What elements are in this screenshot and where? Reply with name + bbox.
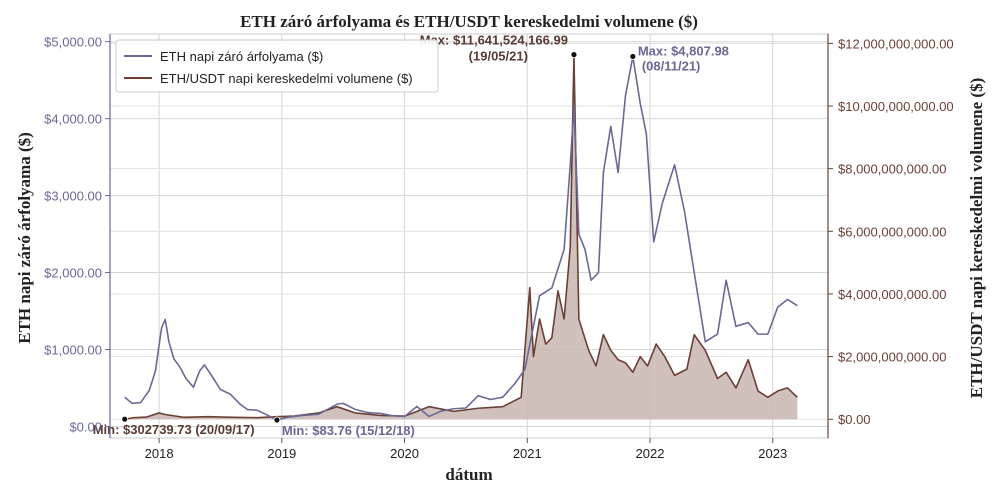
annotation-price-max-date: (08/11/21) xyxy=(642,58,701,73)
volume-area-fill xyxy=(124,54,798,420)
left-tick-label: $1,000.00 xyxy=(44,343,102,358)
left-tick-label: $5,000.00 xyxy=(44,35,102,50)
extrema-markers xyxy=(121,51,637,424)
grid-lines xyxy=(110,34,828,438)
right-axis-ticks: $0.00 $2,000,000,000.00 $4,000,000,000.00 $… xyxy=(828,36,954,427)
price-series-group xyxy=(124,55,798,421)
right-tick-label: $6,000,000,000.00 xyxy=(838,224,946,239)
extremum-marker xyxy=(629,53,637,60)
right-tick-label: $12,000,000,000.00 xyxy=(838,36,954,51)
right-tick-label: $0.00 xyxy=(838,412,871,427)
extremum-marker xyxy=(273,416,281,424)
right-tick-label: $8,000,000,000.00 xyxy=(838,162,946,177)
right-tick-label: $10,000,000,000.00 xyxy=(838,99,954,114)
annotation-price-min: Min: $83.76 (15/12/18) xyxy=(282,423,415,438)
x-axis-ticks: 2018 2019 2020 2021 2022 2023 xyxy=(145,438,787,461)
legend-box xyxy=(115,39,439,93)
annotation-volume-max-date: (19/05/21) xyxy=(469,49,528,64)
x-tick-label: 2019 xyxy=(267,446,296,461)
legend: ETH napi záró árfolyama ($) ETH/USDT nap… xyxy=(115,39,439,93)
left-tick-label: $0.00 xyxy=(69,419,102,434)
annotation-price-max: Max: $4,807.98 xyxy=(638,43,729,58)
right-axis-title: ETH/USDT napi kereskedelmi volumene ($) xyxy=(967,78,986,399)
extremum-marker xyxy=(121,415,129,423)
x-tick-label: 2018 xyxy=(145,446,174,461)
x-tick-label: 2022 xyxy=(636,446,665,461)
left-tick-label: $4,000.00 xyxy=(44,112,102,127)
extremum-marker xyxy=(570,51,578,59)
price-series-line xyxy=(124,55,798,421)
chart-title: ETH záró árfolyama és ETH/USDT kereskede… xyxy=(240,12,698,31)
x-tick-label: 2023 xyxy=(758,446,787,461)
annotation-volume-max: Max: $11,641,524,166.99 xyxy=(420,33,568,48)
x-axis-title: dátum xyxy=(445,465,492,484)
legend-label-price: ETH napi záró árfolyama ($) xyxy=(160,49,323,64)
left-tick-label: $3,000.00 xyxy=(44,189,102,204)
x-tick-label: 2020 xyxy=(390,446,419,461)
annotation-labels: Max: $11,641,524,166.99(19/05/21) Max: $4… xyxy=(93,33,729,438)
left-tick-label: $2,000.00 xyxy=(44,266,102,281)
left-axis-title: ETH napi záró árfolyama ($) xyxy=(15,132,34,344)
annotation-volume-min: Min: $302739.73 (20/09/17) xyxy=(93,422,255,437)
left-axis-ticks: $0.00 $1,000.00 $2,000.00 $3,000.00 $4,000.0… xyxy=(44,35,110,434)
right-tick-label: $4,000,000,000.00 xyxy=(838,287,946,302)
x-tick-label: 2021 xyxy=(513,446,542,461)
legend-label-volume: ETH/USDT napi kereskedelmi volumene ($) xyxy=(160,71,413,86)
right-tick-label: $2,000,000,000.00 xyxy=(838,350,946,365)
